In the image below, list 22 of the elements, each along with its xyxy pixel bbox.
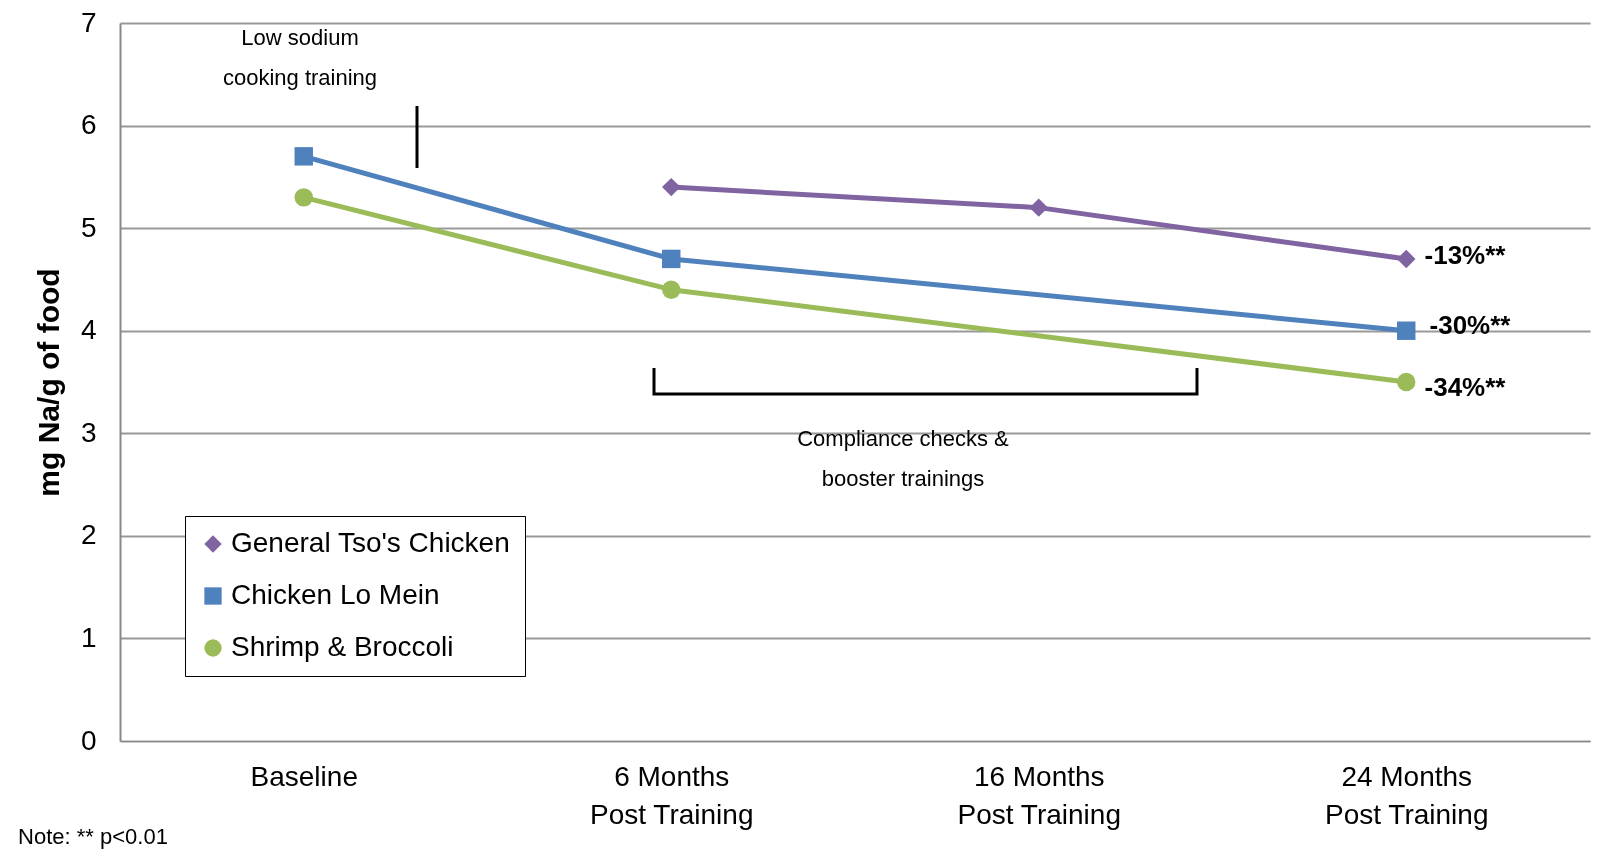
y-tick-label: 2 xyxy=(80,519,97,551)
y-axis-title: mg Na/g of food xyxy=(31,268,65,497)
x-tick-label: 24 Months Post Training xyxy=(1325,760,1489,830)
y-tick-label: 6 xyxy=(80,109,97,141)
y-tick-label: 7 xyxy=(80,6,97,38)
y-tick-label: 5 xyxy=(80,211,97,243)
legend-label: Shrimp & Broccoli xyxy=(231,631,454,662)
annotation: Compliance checks & booster trainings xyxy=(797,426,1010,491)
y-tick-label: 3 xyxy=(80,416,97,448)
legend-label: Chicken Lo Mein xyxy=(231,579,440,610)
y-tick-label: 4 xyxy=(80,314,97,346)
annotation: Low sodium cooking training xyxy=(222,25,378,90)
x-tick-label: 16 Months Post Training xyxy=(957,760,1121,830)
annotation: -13%** xyxy=(1424,240,1507,270)
text: Note: ** p<0.01 xyxy=(18,824,168,849)
x-tick-label: Baseline xyxy=(250,760,358,792)
x-tick-label: 6 Months Post Training xyxy=(590,760,754,830)
y-tick-label: 0 xyxy=(80,724,97,756)
legend-label: General Tso's Chicken xyxy=(231,527,510,558)
annotation: -30%** xyxy=(1429,310,1512,340)
annotation: -34%** xyxy=(1424,372,1507,402)
y-tick-label: 1 xyxy=(80,621,97,653)
